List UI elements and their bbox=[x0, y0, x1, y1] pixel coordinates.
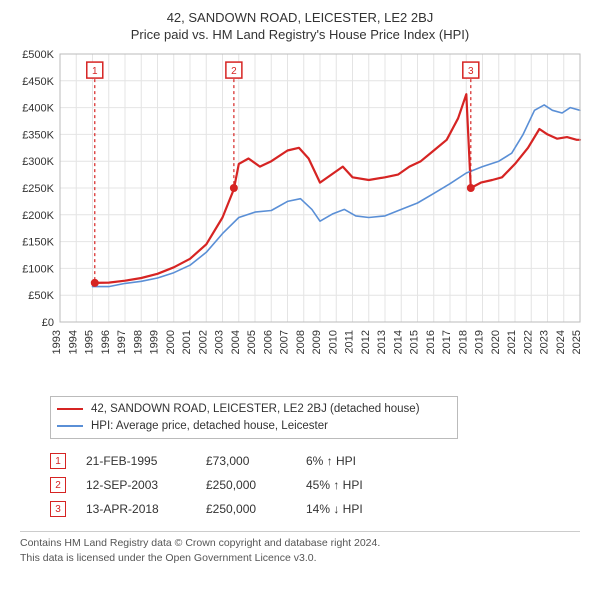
legend-label: HPI: Average price, detached house, Leic… bbox=[91, 418, 328, 435]
y-tick-label: £500K bbox=[22, 49, 54, 61]
x-tick-label: 2018 bbox=[457, 330, 469, 354]
sale-events-table: 1 21-FEB-1995 £73,000 6% ↑ HPI 2 12-SEP-2003 £… bbox=[50, 449, 586, 521]
x-tick-label: 2005 bbox=[246, 330, 258, 354]
sale-event-hpi-delta: 14% ↓ HPI bbox=[306, 502, 426, 516]
sale-event-date: 21-FEB-1995 bbox=[86, 454, 186, 468]
svg-text:1: 1 bbox=[92, 66, 98, 77]
x-tick-label: 2017 bbox=[441, 330, 453, 354]
chart-title-block: 42, SANDOWN ROAD, LEICESTER, LE2 2BJ Pri… bbox=[14, 10, 586, 48]
sale-event-badge: 2 bbox=[50, 477, 66, 493]
x-tick-label: 2010 bbox=[327, 330, 339, 354]
sale-event-date: 13-APR-2018 bbox=[86, 502, 186, 516]
x-tick-label: 1995 bbox=[84, 330, 96, 354]
x-tick-label: 1993 bbox=[51, 330, 63, 354]
x-tick-label: 2024 bbox=[555, 330, 567, 354]
sale-event-hpi-delta: 45% ↑ HPI bbox=[306, 478, 426, 492]
sale-event-date: 12-SEP-2003 bbox=[86, 478, 186, 492]
sale-event-row: 3 13-APR-2018 £250,000 14% ↓ HPI bbox=[50, 497, 586, 521]
legend-label: 42, SANDOWN ROAD, LEICESTER, LE2 2BJ (de… bbox=[91, 401, 420, 418]
x-tick-label: 2014 bbox=[392, 330, 404, 354]
x-tick-label: 1999 bbox=[149, 330, 161, 354]
x-tick-label: 2013 bbox=[376, 330, 388, 354]
y-tick-label: £0 bbox=[42, 317, 54, 329]
x-tick-label: 2006 bbox=[262, 330, 274, 354]
x-tick-label: 2019 bbox=[474, 330, 486, 354]
y-tick-label: £150K bbox=[22, 237, 54, 249]
x-tick-label: 2003 bbox=[214, 330, 226, 354]
x-tick-label: 2008 bbox=[295, 330, 307, 354]
x-tick-label: 2020 bbox=[490, 330, 502, 354]
x-tick-label: 2023 bbox=[539, 330, 551, 354]
x-tick-label: 2002 bbox=[197, 330, 209, 354]
svg-text:2: 2 bbox=[231, 66, 237, 77]
y-tick-label: £400K bbox=[22, 103, 54, 115]
x-tick-label: 2022 bbox=[522, 330, 534, 354]
legend-box: 42, SANDOWN ROAD, LEICESTER, LE2 2BJ (de… bbox=[50, 396, 458, 439]
legend-swatch bbox=[57, 425, 83, 427]
sale-event-price: £250,000 bbox=[206, 478, 286, 492]
x-tick-label: 1998 bbox=[132, 330, 144, 354]
sale-marker-dot bbox=[467, 184, 475, 192]
legend-row: HPI: Average price, detached house, Leic… bbox=[57, 418, 451, 435]
sale-marker-badge: 2 bbox=[226, 62, 242, 78]
x-tick-label: 2015 bbox=[409, 330, 421, 354]
x-tick-label: 1994 bbox=[67, 330, 79, 354]
x-tick-label: 2000 bbox=[165, 330, 177, 354]
sale-event-badge: 1 bbox=[50, 453, 66, 469]
x-tick-label: 2016 bbox=[425, 330, 437, 354]
footer-line-1: Contains HM Land Registry data © Crown c… bbox=[20, 536, 580, 550]
svg-text:3: 3 bbox=[468, 66, 474, 77]
sale-marker-dot bbox=[230, 184, 238, 192]
chart-svg: £0 £50K £100K £150K £200K £250K £300K £350K £400… bbox=[14, 48, 586, 388]
y-tick-label: £250K bbox=[22, 183, 54, 195]
page: 42, SANDOWN ROAD, LEICESTER, LE2 2BJ Pri… bbox=[0, 0, 600, 590]
sale-marker-dot bbox=[91, 279, 99, 287]
sale-marker-badge: 3 bbox=[463, 62, 479, 78]
sale-event-row: 2 12-SEP-2003 £250,000 45% ↑ HPI bbox=[50, 473, 586, 497]
x-tick-label: 2004 bbox=[230, 330, 242, 354]
x-tick-label: 2001 bbox=[181, 330, 193, 354]
x-tick-label: 2009 bbox=[311, 330, 323, 354]
x-tick-label: 2025 bbox=[571, 330, 583, 354]
footer-attribution: Contains HM Land Registry data © Crown c… bbox=[20, 531, 580, 564]
x-tick-label: 1996 bbox=[100, 330, 112, 354]
legend-row: 42, SANDOWN ROAD, LEICESTER, LE2 2BJ (de… bbox=[57, 401, 451, 418]
sale-event-hpi-delta: 6% ↑ HPI bbox=[306, 454, 426, 468]
legend-swatch bbox=[57, 408, 83, 410]
y-tick-label: £300K bbox=[22, 156, 54, 168]
x-tick-label: 1997 bbox=[116, 330, 128, 354]
x-tick-label: 2021 bbox=[506, 330, 518, 354]
sale-event-row: 1 21-FEB-1995 £73,000 6% ↑ HPI bbox=[50, 449, 586, 473]
sale-event-price: £73,000 bbox=[206, 454, 286, 468]
sale-event-price: £250,000 bbox=[206, 502, 286, 516]
x-tick-label: 2012 bbox=[360, 330, 372, 354]
sale-marker-badge: 1 bbox=[87, 62, 103, 78]
sale-event-badge: 3 bbox=[50, 501, 66, 517]
y-tick-label: £200K bbox=[22, 210, 54, 222]
x-tick-label: 2011 bbox=[344, 330, 356, 354]
y-tick-label: £450K bbox=[22, 76, 54, 88]
x-tick-label: 2007 bbox=[279, 330, 291, 354]
y-tick-label: £350K bbox=[22, 129, 54, 141]
chart-area: £0 £50K £100K £150K £200K £250K £300K £350K £400… bbox=[14, 48, 586, 388]
footer-line-2: This data is licensed under the Open Gov… bbox=[20, 551, 580, 565]
title-subtitle: Price paid vs. HM Land Registry's House … bbox=[14, 27, 586, 42]
y-tick-label: £50K bbox=[28, 290, 54, 302]
title-address: 42, SANDOWN ROAD, LEICESTER, LE2 2BJ bbox=[14, 10, 586, 25]
y-tick-label: £100K bbox=[22, 263, 54, 275]
